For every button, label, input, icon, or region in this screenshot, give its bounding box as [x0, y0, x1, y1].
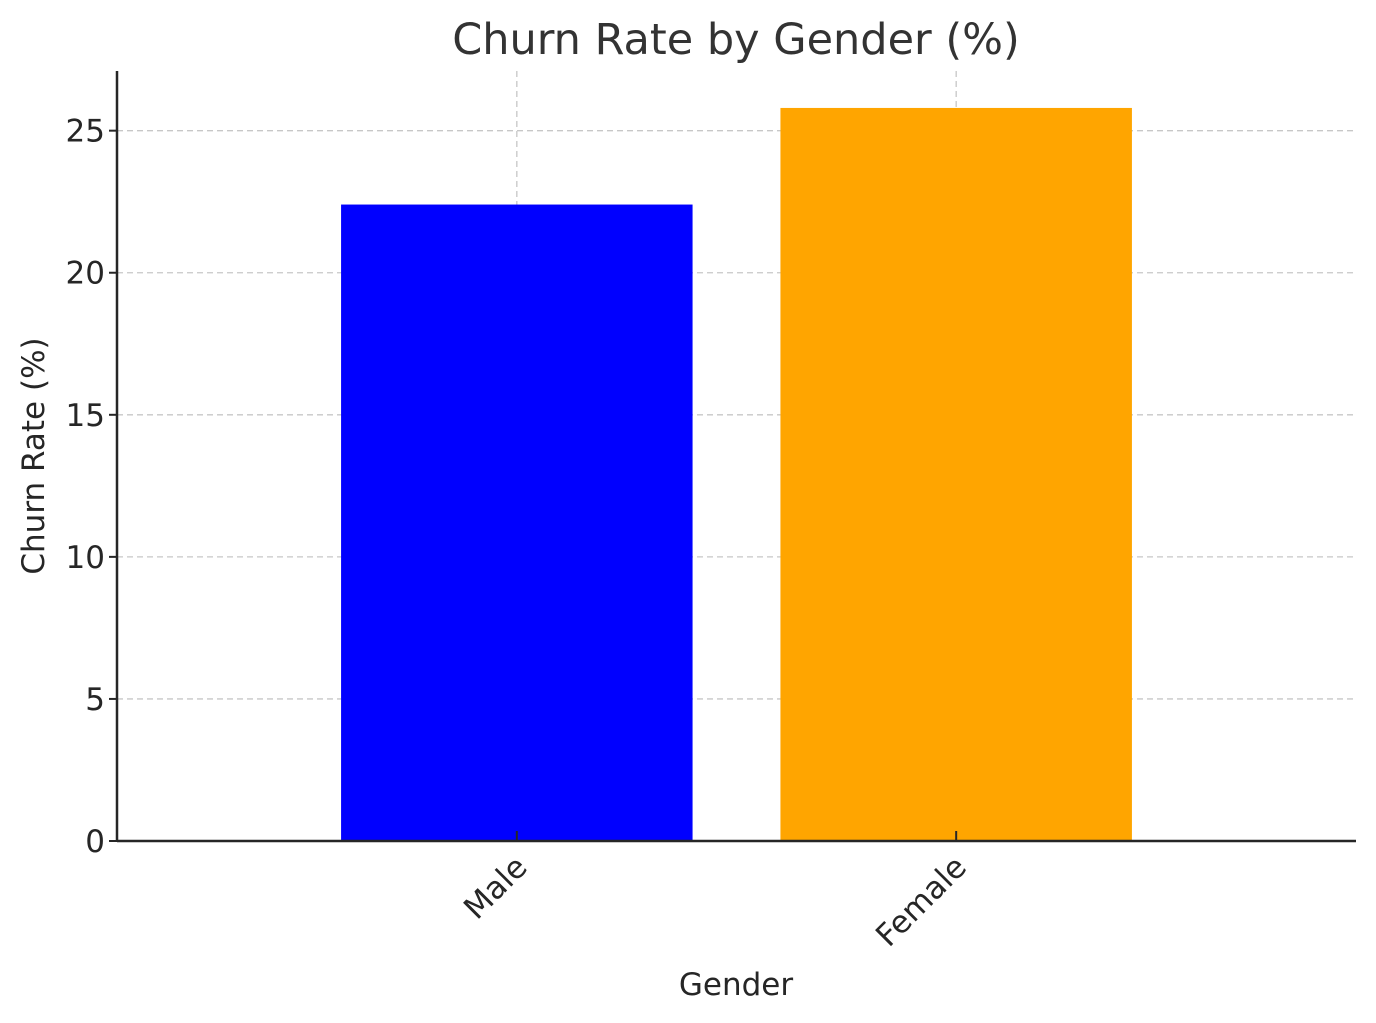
x-axis-ticks: Male Female: [457, 831, 974, 954]
y-tick-label: 5: [85, 682, 105, 718]
y-axis-ticks: 0 5 10 15 20 25: [66, 114, 117, 860]
y-tick-label: 15: [66, 398, 105, 434]
y-tick-label: 0: [85, 824, 105, 860]
bar-female: [780, 107, 1132, 842]
y-tick-label: 10: [66, 540, 105, 576]
y-gridlines: [117, 130, 1356, 842]
y-tick-label: 25: [66, 114, 105, 150]
y-tick-label: 20: [66, 256, 105, 292]
x-tick-label-female: Female: [869, 849, 974, 954]
axis-spines: [115, 71, 1356, 843]
bars: [341, 107, 1132, 842]
chart-title: Churn Rate by Gender (%): [452, 15, 1020, 65]
x-tick-label-male: Male: [457, 849, 534, 926]
bar-male: [341, 204, 693, 842]
x-axis-label: Gender: [679, 967, 793, 1003]
y-axis-label: Churn Rate (%): [16, 337, 52, 574]
